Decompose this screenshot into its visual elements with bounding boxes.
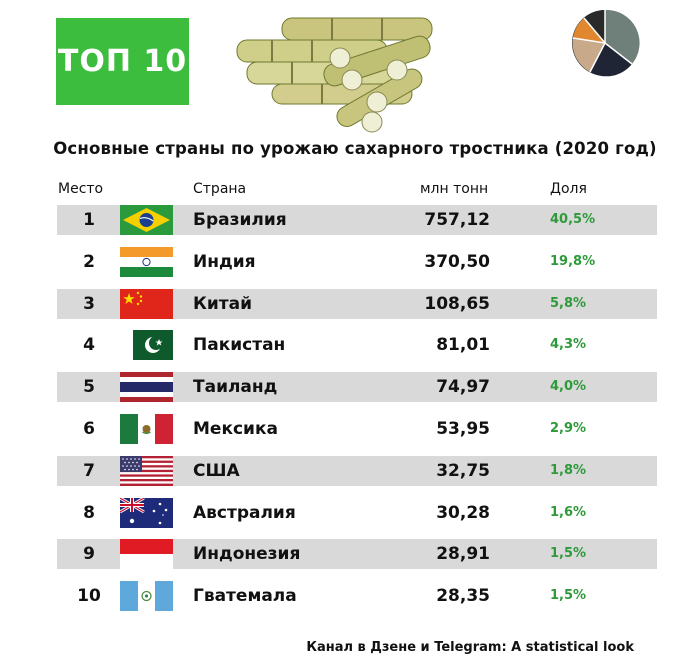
china-flag-icon: [120, 288, 173, 319]
share-cell: 1,5%: [550, 546, 587, 562]
country-cell: Мексика: [193, 419, 278, 439]
rank-cell: 9: [83, 544, 95, 565]
value-cell: 370,50: [424, 251, 490, 272]
header-share: Доля: [550, 181, 587, 197]
usa-flag-icon: [120, 455, 173, 486]
table-row: 6 Мексика 53,95 2,9%: [57, 414, 657, 444]
header-value: млн тонн: [420, 181, 489, 197]
value-cell: 32,75: [436, 460, 490, 481]
share-cell: 1,6%: [550, 504, 587, 520]
table-row: 9 Индонезия 28,91 1,5%: [57, 539, 657, 570]
india-flag-icon: [120, 246, 173, 277]
country-cell: Таиланд: [193, 377, 278, 398]
indonesia-flag-icon: [120, 539, 173, 570]
country-cell: Бразилия: [193, 210, 287, 230]
table-row: 1 Бразилия 757,12 40,5%: [57, 205, 657, 235]
rank-cell: 6: [83, 419, 95, 439]
table-row: 2 Индия 370,50 19,8%: [57, 246, 657, 277]
rank-cell: 4: [83, 335, 95, 356]
share-cell: 5,8%: [550, 295, 587, 311]
table-row: 10 Гватемала 28,35 1,5%: [57, 581, 657, 612]
rank-cell: 5: [83, 377, 95, 398]
value-cell: 81,01: [436, 335, 490, 356]
thailand-flag-icon: [120, 372, 173, 403]
brazil-flag-icon: [120, 205, 173, 235]
value-cell: 28,35: [436, 586, 490, 607]
table-row: 5 Таиланд 74,97 4,0%: [57, 372, 657, 403]
share-cell: 4,0%: [550, 379, 587, 395]
country-cell: Индонезия: [193, 544, 301, 565]
country-cell: США: [193, 460, 240, 481]
country-cell: Австралия: [193, 502, 296, 523]
country-cell: Пакистан: [193, 335, 286, 356]
country-cell: Индия: [193, 251, 256, 272]
rank-cell: 8: [83, 502, 95, 523]
value-cell: 108,65: [424, 293, 490, 314]
country-cell: Гватемала: [193, 586, 297, 607]
guatemala-flag-icon: [120, 581, 173, 612]
share-cell: 19,8%: [550, 253, 596, 269]
top10-badge: ТОП 10: [56, 18, 189, 105]
value-cell: 28,91: [436, 544, 490, 565]
country-cell: Китай: [193, 293, 253, 314]
mexico-flag-icon: [120, 414, 173, 444]
rank-cell: 2: [83, 251, 95, 272]
table-row: 4 Пакистан 81,01 4,3%: [57, 330, 657, 361]
share-cell: 1,8%: [550, 462, 587, 478]
value-cell: 757,12: [424, 210, 490, 230]
table-row: 3 Китай 108,65 5,8%: [57, 288, 657, 319]
share-cell: 2,9%: [550, 421, 587, 436]
rank-cell: 1: [83, 210, 95, 230]
value-cell: 53,95: [436, 419, 490, 439]
rank-cell: 10: [77, 586, 101, 607]
footer-credit: Канал в Дзене и Telegram: A statistical …: [306, 640, 634, 655]
pakistan-flag-icon: [120, 330, 173, 361]
pie-chart-icon: [572, 9, 640, 77]
share-cell: 4,3%: [550, 337, 587, 353]
header-rank: Место: [58, 181, 104, 197]
table-row: 7 США 32,75 1,8%: [57, 455, 657, 486]
value-cell: 74,97: [436, 377, 490, 398]
share-cell: 40,5%: [550, 212, 596, 227]
header-country: Страна: [193, 181, 247, 197]
value-cell: 30,28: [436, 502, 490, 523]
australia-flag-icon: [120, 497, 173, 528]
share-cell: 1,5%: [550, 588, 587, 604]
table-row: 8 Австралия 30,28 1,6%: [57, 497, 657, 528]
sugarcane-image: [236, 17, 433, 133]
chart-title: Основные страны по урожаю сахарного трос…: [53, 139, 657, 158]
rank-cell: 7: [83, 460, 95, 481]
rank-cell: 3: [83, 293, 95, 314]
